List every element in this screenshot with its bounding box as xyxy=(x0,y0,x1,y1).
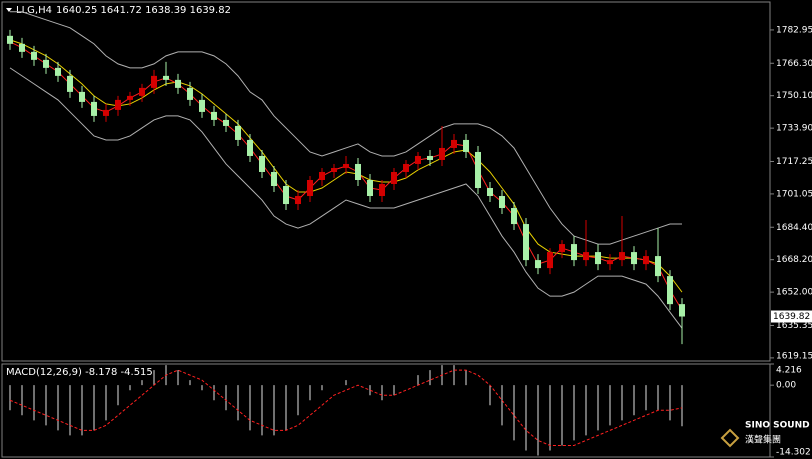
main-panel xyxy=(1,1,771,362)
candle-body xyxy=(139,87,145,96)
candle-body xyxy=(391,171,397,185)
candle-body xyxy=(163,75,169,80)
symbol: LLG,H4 xyxy=(16,5,52,16)
candle-body xyxy=(571,244,577,261)
candle-body xyxy=(679,304,685,317)
y-tick-label: 1684.40 xyxy=(776,223,812,233)
candle-body xyxy=(151,75,157,88)
candle-body xyxy=(187,87,193,100)
candle-body xyxy=(379,184,385,197)
y-tick-label: 1733.90 xyxy=(776,124,812,134)
candle-body xyxy=(631,252,637,265)
candle-body xyxy=(223,119,229,126)
candle-body xyxy=(103,109,109,116)
candle-body xyxy=(307,179,313,197)
candle-body xyxy=(475,151,481,189)
y-tick-label: 1701.05 xyxy=(776,189,812,199)
candle-body xyxy=(595,252,601,265)
candle-body xyxy=(175,79,181,88)
candle-body xyxy=(655,256,661,277)
price-box xyxy=(771,310,812,323)
candle-body xyxy=(511,208,517,225)
candle-body xyxy=(19,43,25,52)
candle-body xyxy=(355,163,361,180)
candle-body xyxy=(451,139,457,148)
candle-body xyxy=(619,252,625,261)
y-tick-label: 1717.25 xyxy=(776,157,812,167)
candle-body xyxy=(607,260,613,265)
candle-body xyxy=(31,51,37,60)
candle-body xyxy=(199,99,205,112)
candle-body xyxy=(211,111,217,120)
candle-body xyxy=(487,188,493,197)
candle-body xyxy=(235,125,241,140)
candle-body xyxy=(415,155,421,164)
candle-body xyxy=(331,167,337,172)
menu-arrow[interactable] xyxy=(6,8,12,12)
candle-body xyxy=(439,147,445,160)
signal-line xyxy=(9,369,683,446)
candle-body xyxy=(79,91,85,102)
y-tick-label: 1635.35 xyxy=(776,321,812,331)
watermark-chinese: 漢聲集團 xyxy=(745,434,781,446)
y-tick-label: 4.216 xyxy=(776,366,802,376)
macd-title: MACD(12,26,9) -8.178 -4.515 xyxy=(6,367,153,378)
candle-body xyxy=(7,35,13,44)
y-tick-label: 1782.95 xyxy=(776,25,812,35)
candle-body xyxy=(91,101,97,116)
macd-panel xyxy=(1,363,771,458)
candle-body xyxy=(271,171,277,187)
candle-body xyxy=(427,155,433,160)
candle-body xyxy=(55,67,61,76)
indicator-line xyxy=(9,41,683,311)
watermark-brand: SINO SOUND xyxy=(745,421,810,431)
candle-body xyxy=(295,196,301,205)
candle-body xyxy=(283,186,289,205)
indicator-line xyxy=(9,67,683,329)
y-tick-label: 1652.00 xyxy=(776,288,812,298)
y-tick-label: 1750.10 xyxy=(776,91,812,101)
candle-body xyxy=(523,224,529,261)
candle-body xyxy=(259,155,265,172)
current-price: 1639.82 xyxy=(773,312,810,322)
y-tick-label: -14.302 xyxy=(776,448,811,458)
candle-body xyxy=(583,252,589,261)
candle-body xyxy=(115,99,121,110)
candle-body xyxy=(367,179,373,197)
candle-body xyxy=(643,256,649,265)
y-tick-label: 1619.15 xyxy=(776,352,812,362)
candle-body xyxy=(43,59,49,68)
indicator-line xyxy=(10,11,682,245)
candle-body xyxy=(403,163,409,172)
ohlc-header: 1640.25 1641.72 1638.39 1639.82 xyxy=(56,5,231,16)
y-tick-label: 1766.30 xyxy=(776,59,812,69)
y-tick-label: 0.00 xyxy=(776,381,796,391)
candle-body xyxy=(463,139,469,152)
candle-body xyxy=(127,95,133,100)
candle-body xyxy=(67,75,73,92)
candle-body xyxy=(667,276,673,305)
candle-body xyxy=(247,139,253,156)
candle-body xyxy=(319,171,325,180)
candle-body xyxy=(535,260,541,269)
y-tick-label: 1668.20 xyxy=(776,255,812,265)
candle-body xyxy=(343,163,349,168)
candle-body xyxy=(499,196,505,209)
candle-body xyxy=(547,252,553,269)
candle-body xyxy=(559,244,565,253)
watermark-logo xyxy=(720,428,740,448)
